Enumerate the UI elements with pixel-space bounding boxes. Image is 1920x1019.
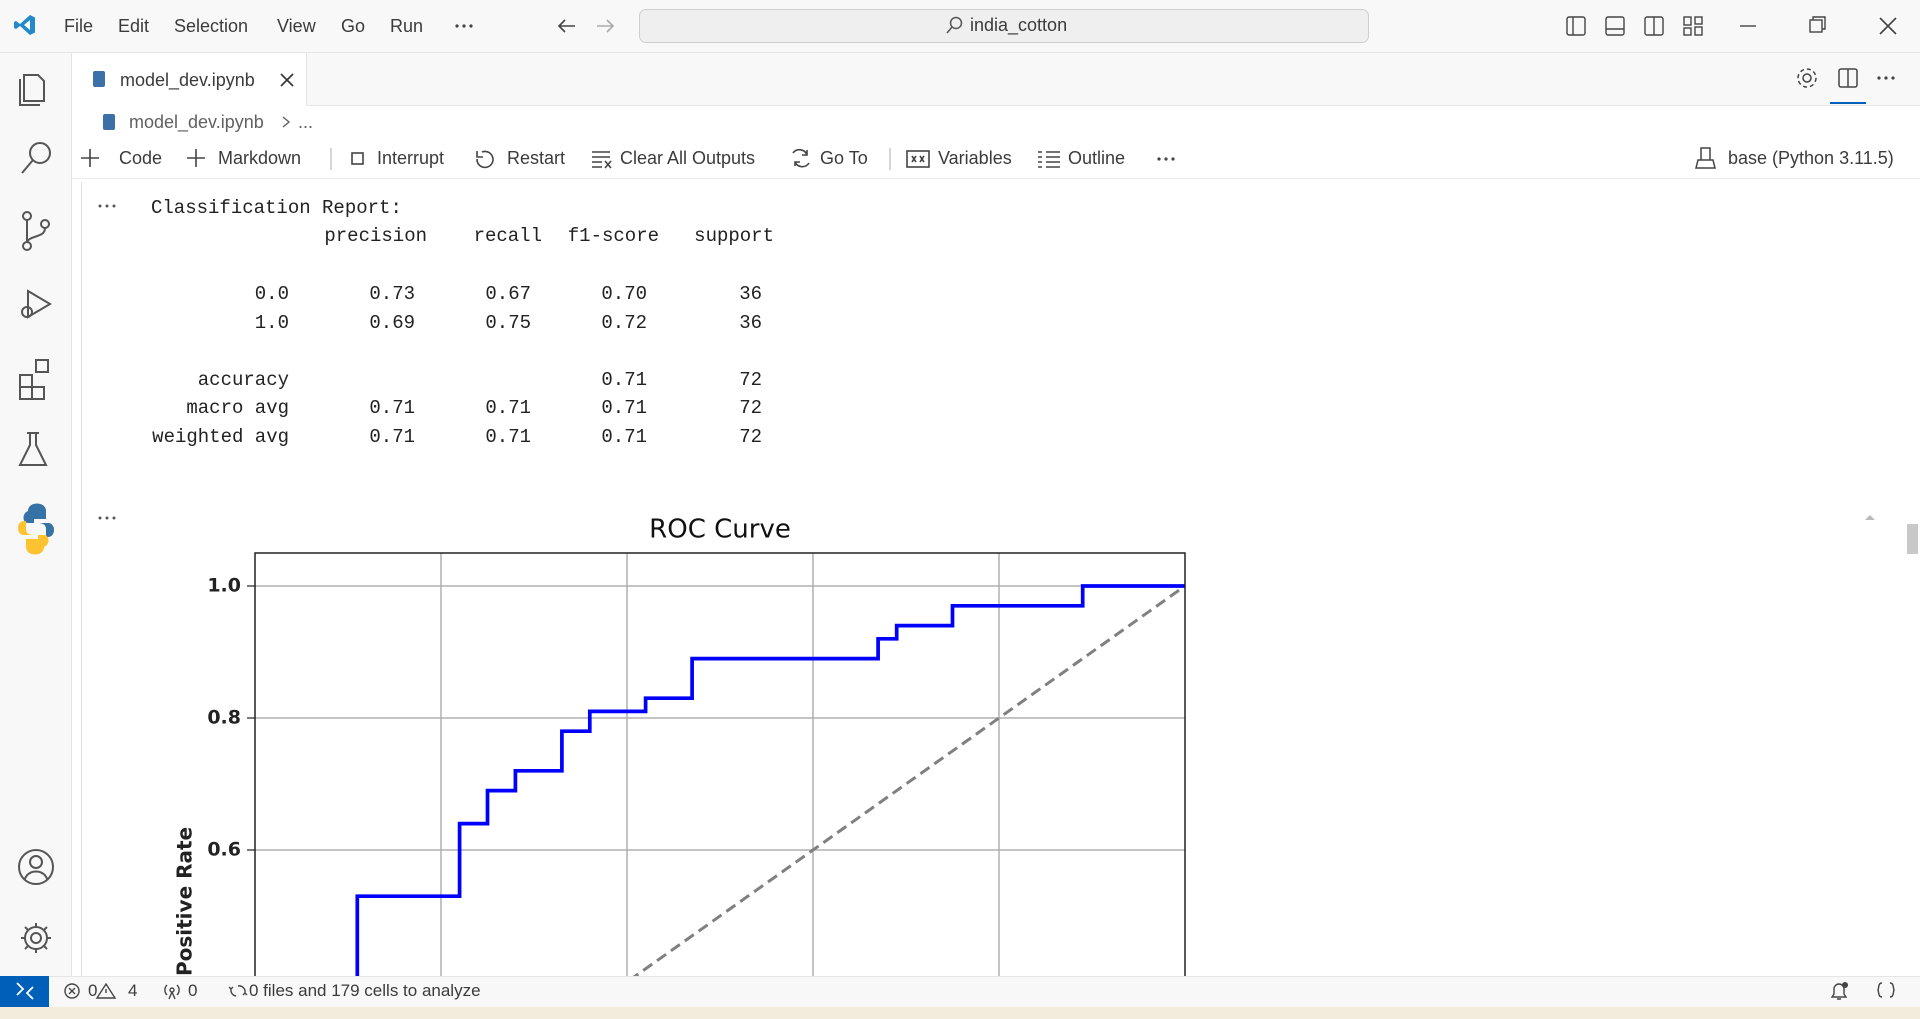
report-cell: 0.67 xyxy=(485,283,531,305)
report-row-label: accuracy xyxy=(197,369,289,391)
breadcrumb-separator xyxy=(282,116,291,128)
cell-border xyxy=(81,182,82,976)
output-menu[interactable] xyxy=(96,512,120,524)
activity-icons[interactable] xyxy=(0,53,71,976)
editor-actions[interactable] xyxy=(1795,66,1915,106)
kernel-picker[interactable]: base (Python 3.11.5) xyxy=(1728,148,1894,168)
search-box[interactable] xyxy=(639,9,1369,43)
toolbar-button[interactable]: Markdown xyxy=(218,148,302,168)
report-row-label: 0.0 xyxy=(254,283,289,305)
chart-title: ROC Curve xyxy=(649,515,791,545)
breadcrumb-more[interactable]: ... xyxy=(298,112,314,132)
report-cell: 72 xyxy=(739,397,762,419)
roc-line xyxy=(355,584,1185,976)
app-logo[interactable] xyxy=(13,13,37,37)
y-axis-label: True Positive Rate xyxy=(173,827,197,976)
menu-item[interactable]: Selection xyxy=(174,16,249,36)
report-row-label: weighted avg xyxy=(152,426,289,448)
report-column-header: precision xyxy=(324,225,427,247)
report-cell: 0.71 xyxy=(601,426,647,448)
y-tick-label: 0.8 xyxy=(207,707,241,729)
report-cell: 0.71 xyxy=(601,397,647,419)
report-title: Classification Report: xyxy=(151,197,402,219)
tab-title[interactable]: model_dev.ipynb xyxy=(120,70,255,90)
y-tick-label: 1.0 xyxy=(207,575,241,597)
kernel-icon xyxy=(1695,147,1716,169)
report-cell: 0.75 xyxy=(485,312,531,334)
output-menu[interactable] xyxy=(96,200,120,212)
toolbar-button[interactable]: Clear All Outputs xyxy=(620,148,756,168)
toolbar-button[interactable]: Interrupt xyxy=(377,148,445,168)
report-cell: 36 xyxy=(739,312,762,334)
active-tab[interactable] xyxy=(72,53,307,106)
toolbar-button[interactable]: Variables xyxy=(938,148,1012,168)
report-column-header: recall xyxy=(473,225,542,247)
window-controls[interactable] xyxy=(1564,14,1914,38)
toolbar-button[interactable]: Code xyxy=(119,148,163,168)
report-cell: 72 xyxy=(739,426,762,448)
taskbar-strip xyxy=(0,1007,1920,1019)
scrollbar[interactable] xyxy=(1862,510,1920,556)
ports-count[interactable]: 0 xyxy=(188,981,198,1000)
report-cell: 0.69 xyxy=(369,312,415,334)
report-cell: 0.71 xyxy=(485,426,531,448)
report-row-label: 1.0 xyxy=(254,312,289,334)
report-cell: 0.71 xyxy=(369,397,415,419)
report-cell: 0.71 xyxy=(485,397,531,419)
search-text[interactable]: india_cotton xyxy=(970,15,1068,35)
report-column-header: f1-score xyxy=(567,225,659,247)
menu-item[interactable]: Go xyxy=(341,16,366,36)
report-cell: 0.72 xyxy=(601,312,647,334)
remote-button[interactable] xyxy=(0,976,49,1007)
tab-bar xyxy=(72,53,1920,106)
report-cell: 0.73 xyxy=(369,283,415,305)
toolbar-button[interactable]: Restart xyxy=(507,148,566,168)
report-cell: 0.71 xyxy=(369,426,415,448)
report-cell: 72 xyxy=(739,369,762,391)
report-cell: 36 xyxy=(739,283,762,305)
y-tick-label: 0.6 xyxy=(207,839,241,861)
tab-close[interactable] xyxy=(279,72,295,88)
toolbar-button[interactable]: Go To xyxy=(820,148,868,168)
remote-icon xyxy=(16,982,34,1000)
report-column-header: support xyxy=(694,225,774,247)
breadcrumb-file[interactable]: model_dev.ipynb xyxy=(129,112,264,132)
menu-item[interactable]: File xyxy=(64,16,94,36)
status-right-icons[interactable] xyxy=(1828,980,1908,1002)
plot-area xyxy=(255,553,1185,976)
more-menu[interactable] xyxy=(452,18,476,34)
report-cell: 0.71 xyxy=(601,369,647,391)
report-row-label: macro avg xyxy=(186,397,289,419)
nav-arrows[interactable] xyxy=(555,15,619,37)
status-bar xyxy=(0,976,1920,1007)
error-count[interactable]: 0 xyxy=(88,981,98,1000)
menu-item[interactable]: Edit xyxy=(118,16,150,36)
report-cell: 0.70 xyxy=(601,283,647,305)
toolbar-icons xyxy=(81,148,1175,170)
axes-frame xyxy=(254,552,1186,976)
roc-line xyxy=(632,584,1186,976)
menu-item[interactable]: View xyxy=(277,16,316,36)
search-icon xyxy=(946,16,963,34)
warning-count[interactable]: 4 xyxy=(128,981,138,1000)
breadcrumb-icon xyxy=(103,114,115,130)
status-icons xyxy=(64,982,248,1000)
analysis-status[interactable]: 0 files and 179 cells to analyze xyxy=(249,981,481,1000)
toolbar-button[interactable]: Outline xyxy=(1068,148,1126,168)
menu-item[interactable]: Run xyxy=(390,16,424,36)
toolbar-divider xyxy=(72,178,1920,179)
notebook-icon xyxy=(93,71,105,87)
